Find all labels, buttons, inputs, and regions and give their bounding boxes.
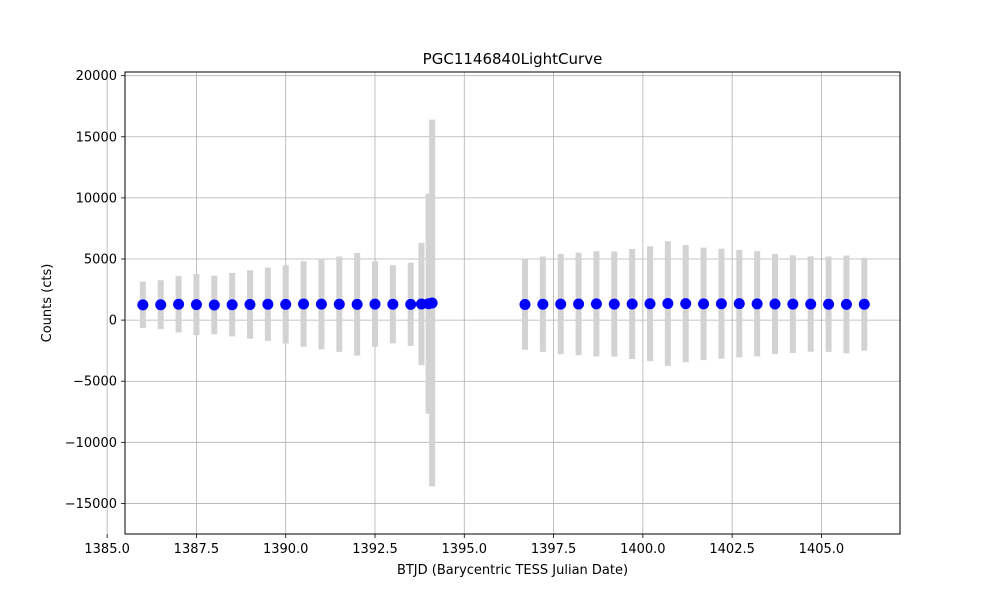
data-point <box>315 298 327 310</box>
data-point <box>858 298 870 310</box>
data-point <box>137 299 149 311</box>
data-point <box>426 297 438 309</box>
data-point <box>351 298 363 310</box>
x-tick-label: 1387.5 <box>174 542 220 557</box>
x-tick-label: 1390.0 <box>263 542 309 557</box>
y-axis-label: Counts (cts) <box>40 264 55 343</box>
data-point <box>262 298 274 310</box>
data-point <box>369 298 381 310</box>
data-point <box>190 299 202 311</box>
x-tick-label: 1395.0 <box>442 542 488 557</box>
data-point <box>787 298 799 310</box>
data-point <box>840 298 852 310</box>
data-point <box>155 299 167 311</box>
data-point <box>555 298 567 310</box>
x-tick-label: 1385.0 <box>84 542 130 557</box>
data-point <box>823 298 835 310</box>
y-axis-ticks: −15000 −10000 −5000 0 5000 10000 15000 20000 <box>65 69 125 512</box>
y-tick-label: −10000 <box>65 436 117 451</box>
x-tick-label: 1392.5 <box>352 542 398 557</box>
data-point <box>733 298 745 310</box>
data-point <box>626 298 638 310</box>
y-tick-label: 20000 <box>76 69 117 84</box>
grid-layer <box>106 72 900 534</box>
data-point <box>662 297 674 309</box>
data-point <box>698 298 710 310</box>
data-point <box>405 298 417 310</box>
x-tick-label: 1400.0 <box>620 542 666 557</box>
y-tick-label: −15000 <box>65 497 117 512</box>
data-point <box>573 298 585 310</box>
chart-title: PGC1146840LightCurve <box>423 50 603 68</box>
x-axis-ticks: 1385.0 1387.5 1390.0 1392.5 1395.0 1397.5 1400… <box>84 534 844 557</box>
x-tick-label: 1397.5 <box>531 542 577 557</box>
point-layer <box>137 297 870 311</box>
y-tick-label: 5000 <box>84 253 117 268</box>
data-point <box>769 298 781 310</box>
data-point <box>715 298 727 310</box>
x-axis-label: BTJD (Barycentric TESS Julian Date) <box>397 563 628 578</box>
data-point <box>519 298 531 310</box>
data-point <box>805 298 817 310</box>
data-point <box>387 298 399 310</box>
data-point <box>280 298 292 310</box>
data-point <box>208 299 220 311</box>
data-point <box>298 298 310 310</box>
data-point <box>608 298 620 310</box>
data-point <box>333 298 345 310</box>
data-point <box>226 299 238 311</box>
data-point <box>680 298 692 310</box>
y-tick-label: −5000 <box>73 375 117 390</box>
data-point <box>537 298 549 310</box>
y-tick-label: 10000 <box>76 191 117 206</box>
data-point <box>173 298 185 310</box>
plot-frame <box>124 71 901 535</box>
data-point <box>644 298 656 310</box>
y-tick-label: 15000 <box>76 130 117 145</box>
x-tick-label: 1405.0 <box>799 542 845 557</box>
data-point <box>590 298 602 310</box>
x-tick-label: 1402.5 <box>709 542 755 557</box>
data-point <box>751 298 763 310</box>
y-tick-label: 0 <box>109 314 117 329</box>
data-point <box>244 298 256 310</box>
